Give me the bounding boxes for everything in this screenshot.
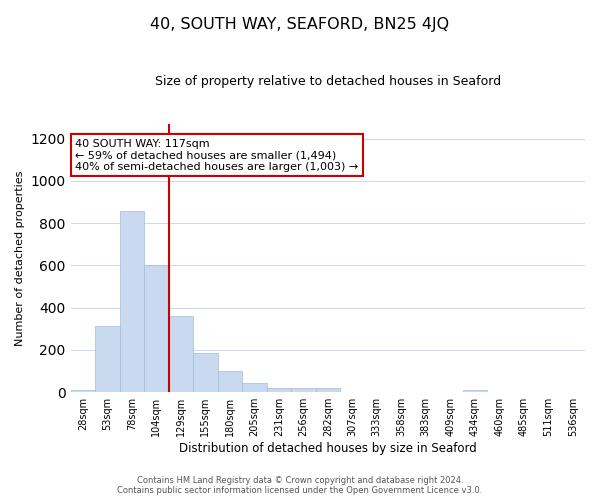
Bar: [218, 371, 242, 392]
Bar: [193, 353, 218, 392]
Bar: [316, 388, 340, 392]
Text: Contains HM Land Registry data © Crown copyright and database right 2024.
Contai: Contains HM Land Registry data © Crown c…: [118, 476, 482, 495]
Bar: [169, 316, 193, 392]
Bar: [291, 388, 316, 392]
Bar: [71, 390, 95, 392]
Text: 40, SOUTH WAY, SEAFORD, BN25 4JQ: 40, SOUTH WAY, SEAFORD, BN25 4JQ: [151, 18, 449, 32]
Bar: [266, 388, 291, 392]
Title: Size of property relative to detached houses in Seaford: Size of property relative to detached ho…: [155, 75, 501, 88]
Text: 40 SOUTH WAY: 117sqm
← 59% of detached houses are smaller (1,494)
40% of semi-de: 40 SOUTH WAY: 117sqm ← 59% of detached h…: [76, 138, 359, 172]
Bar: [463, 390, 487, 392]
Bar: [95, 326, 119, 392]
Y-axis label: Number of detached properties: Number of detached properties: [15, 170, 25, 346]
Bar: [119, 210, 144, 392]
Bar: [144, 266, 169, 392]
X-axis label: Distribution of detached houses by size in Seaford: Distribution of detached houses by size …: [179, 442, 476, 455]
Bar: [242, 382, 266, 392]
